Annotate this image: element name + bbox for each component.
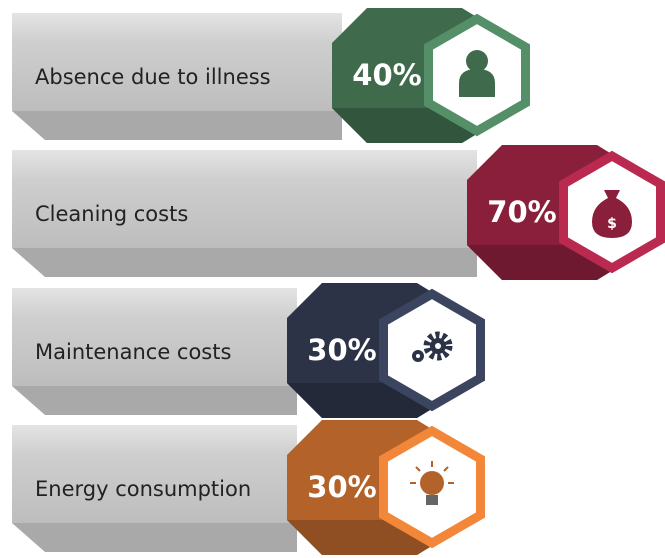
category-label: Cleaning costs bbox=[35, 202, 188, 226]
icon bbox=[459, 69, 495, 97]
icon bbox=[466, 50, 488, 72]
icon: $ bbox=[607, 216, 617, 232]
category-label: Maintenance costs bbox=[35, 340, 231, 364]
row: Cleaning costs 70% $ bbox=[12, 145, 665, 280]
bar-bottom bbox=[12, 248, 477, 277]
bar bbox=[12, 178, 477, 248]
value-label: 40% bbox=[352, 58, 421, 92]
row: Absence due to illness 40% bbox=[12, 8, 530, 143]
icon bbox=[443, 466, 449, 472]
bar-top bbox=[12, 150, 477, 178]
icon bbox=[415, 466, 421, 472]
bar-bottom bbox=[12, 523, 297, 552]
bar-top bbox=[12, 425, 297, 453]
value-label: 30% bbox=[307, 470, 376, 504]
category-label: Energy consumption bbox=[35, 477, 251, 501]
icon bbox=[420, 471, 444, 495]
icon bbox=[592, 190, 632, 238]
bar-bottom bbox=[12, 386, 297, 415]
value-label: 30% bbox=[307, 333, 376, 367]
value-label: 70% bbox=[487, 195, 556, 229]
icon bbox=[423, 331, 453, 361]
icon bbox=[435, 343, 441, 349]
bar bbox=[12, 453, 297, 523]
bar bbox=[12, 316, 297, 386]
row: Maintenance costs 30% bbox=[12, 283, 485, 418]
category-label: Absence due to illness bbox=[35, 65, 271, 89]
icon bbox=[426, 495, 438, 505]
row: Energy consumption 30% bbox=[12, 420, 485, 555]
bar bbox=[12, 41, 342, 111]
icon bbox=[416, 354, 420, 358]
bar-top bbox=[12, 288, 297, 316]
bar-top bbox=[12, 13, 342, 41]
bar-bottom bbox=[12, 111, 342, 140]
